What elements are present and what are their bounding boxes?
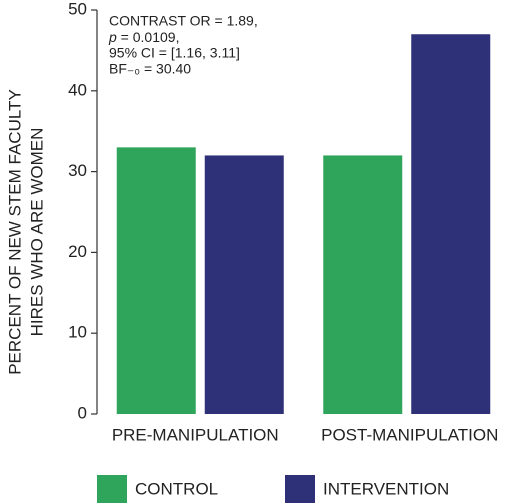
bar bbox=[323, 155, 403, 414]
x-tick-label: PRE-MANIPULATION bbox=[112, 425, 279, 444]
bar bbox=[116, 147, 196, 415]
annotation: 95% CI = [1.16, 3.11] bbox=[109, 45, 240, 61]
y-axis-label: HIRES WHO ARE WOMEN bbox=[27, 128, 46, 337]
annotation-italic: p bbox=[108, 29, 117, 45]
x-tick-label: POST-MANIPULATION bbox=[321, 425, 498, 444]
y-tick-label: 20 bbox=[68, 242, 87, 261]
y-tick-label: 40 bbox=[68, 80, 87, 99]
annotation: CONTRAST OR = 1.89, bbox=[109, 13, 258, 29]
legend-label: INTERVENTION bbox=[323, 479, 449, 498]
legend-label: CONTROL bbox=[135, 479, 218, 498]
y-tick-label: 0 bbox=[78, 403, 87, 422]
legend-swatch bbox=[97, 475, 127, 503]
y-axis-label: PERCENT OF NEW STEM FACULTY bbox=[5, 89, 24, 375]
y-tick-label: 30 bbox=[68, 161, 87, 180]
legend-swatch bbox=[285, 475, 315, 503]
y-tick-label: 50 bbox=[68, 0, 87, 18]
y-tick-label: 10 bbox=[68, 323, 87, 342]
bar bbox=[411, 34, 491, 415]
annotation-rest: = 0.0109, bbox=[117, 29, 180, 45]
annotation: BF₋₀ = 30.40 bbox=[109, 61, 191, 77]
annotation: p = 0.0109, bbox=[108, 29, 179, 45]
bar bbox=[204, 155, 284, 414]
